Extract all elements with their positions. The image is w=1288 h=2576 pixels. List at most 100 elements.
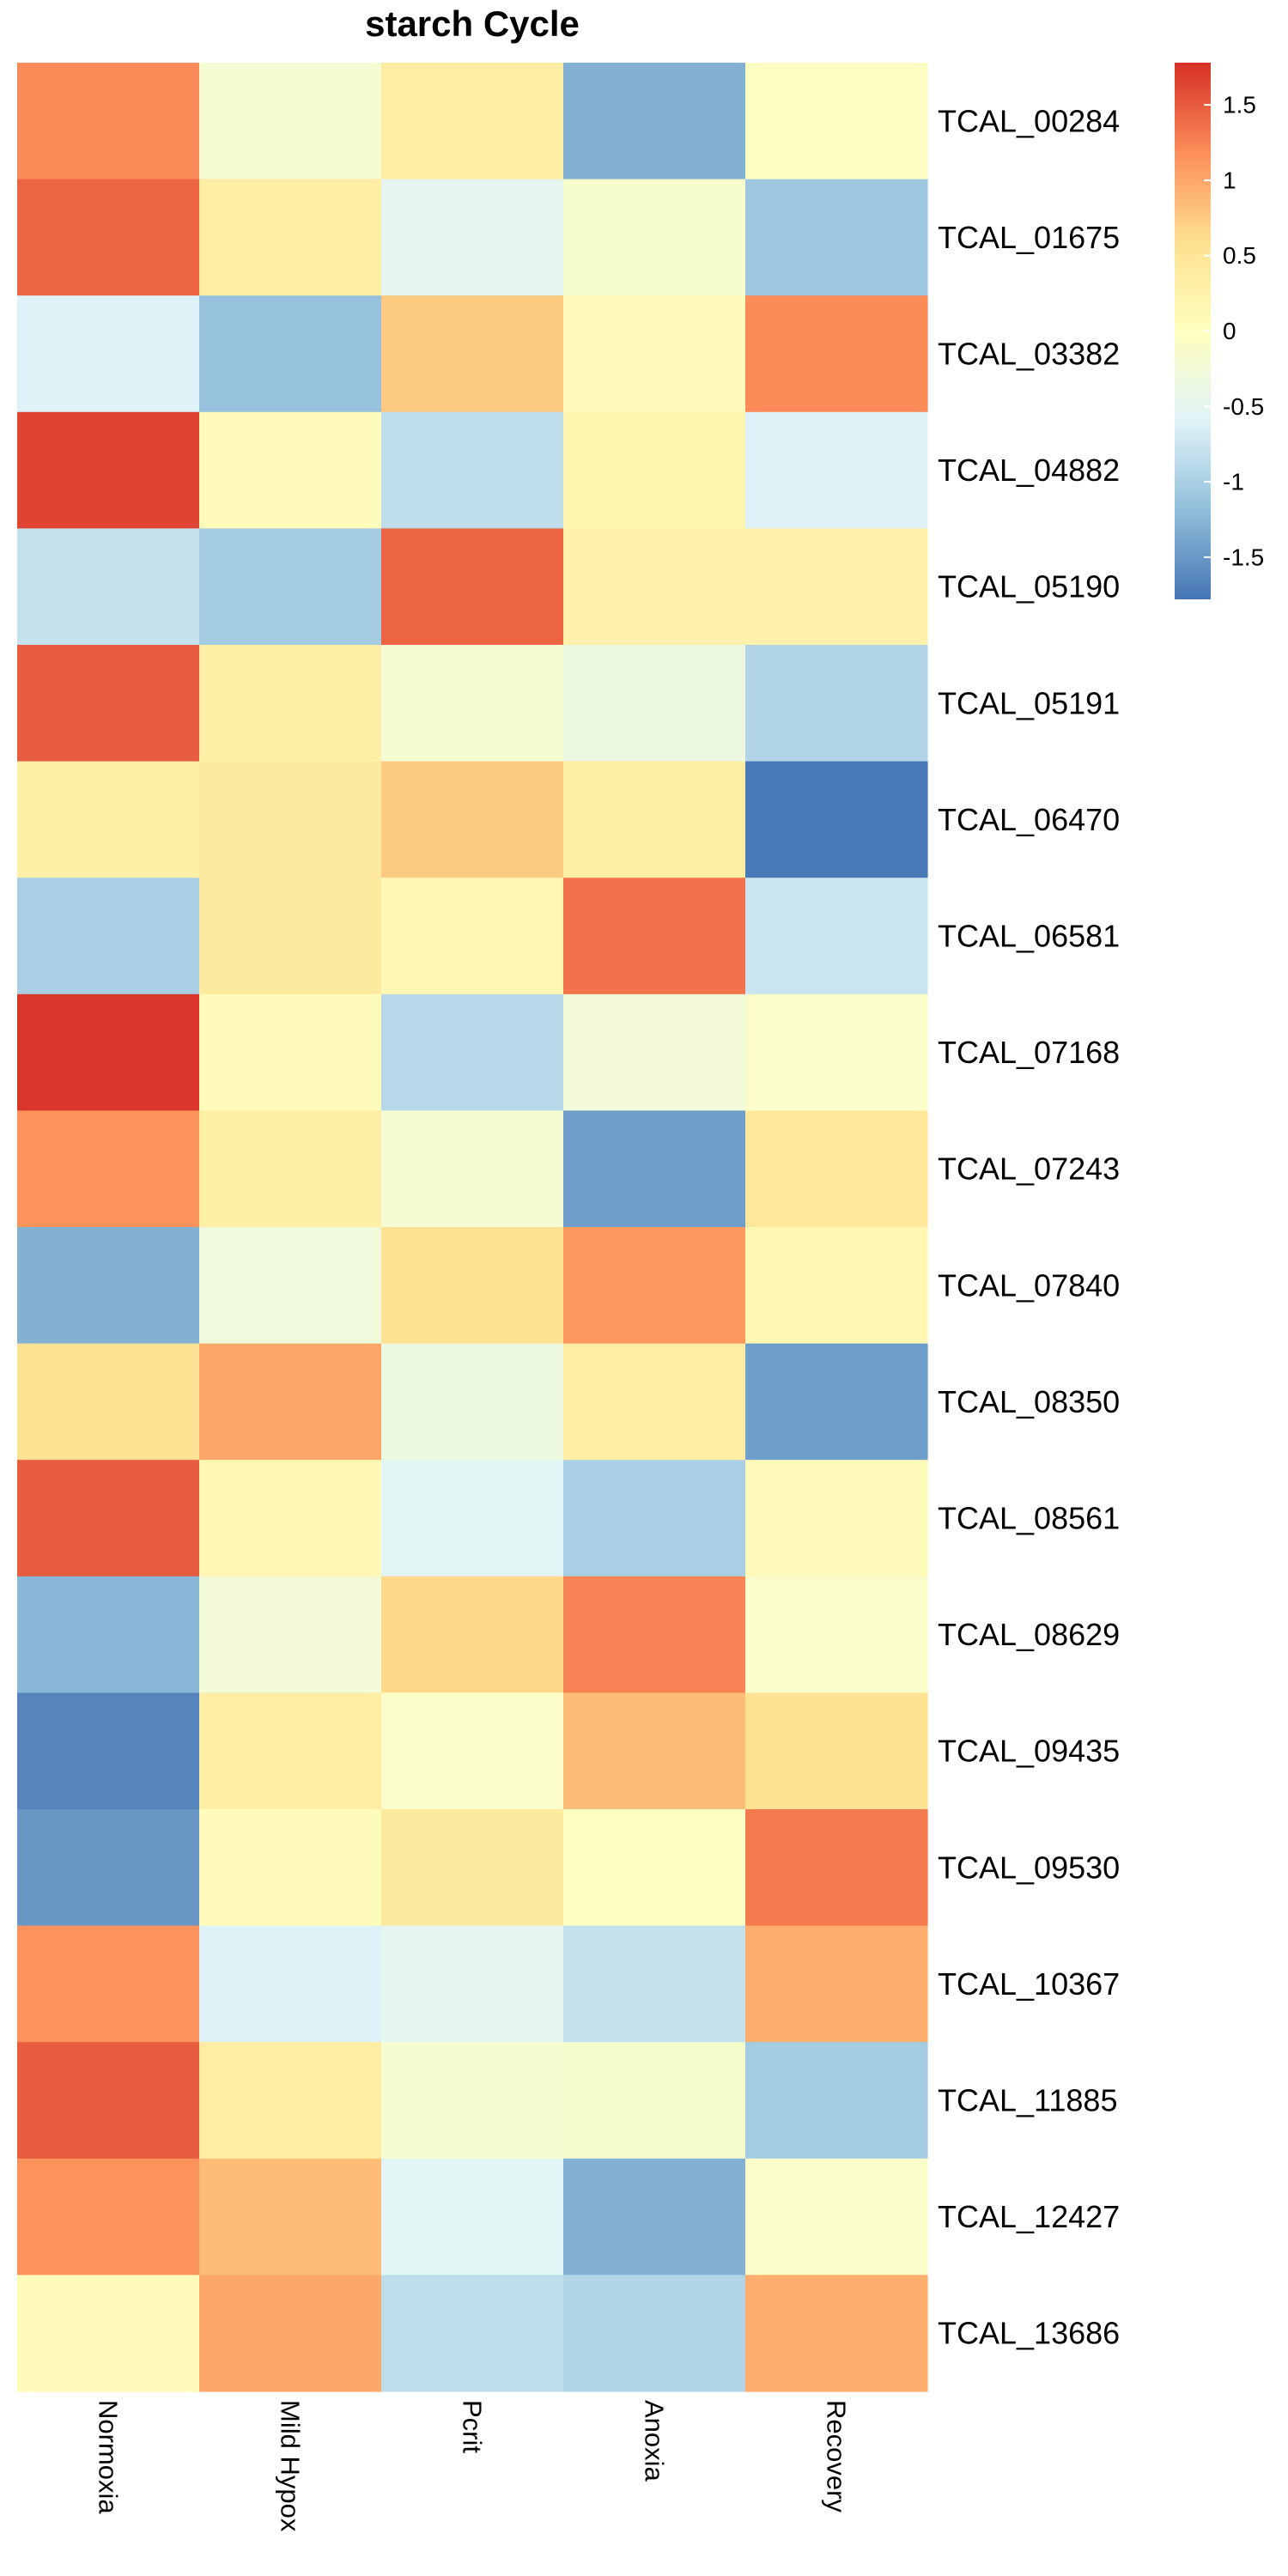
heatmap-cell — [745, 1925, 928, 2043]
colorbar-tick-label: -0.5 — [1223, 393, 1264, 420]
heatmap-cell — [381, 1343, 564, 1461]
heatmap-cell — [199, 1692, 382, 1810]
column-label: Recovery — [822, 2400, 852, 2512]
heatmap-cell — [563, 1576, 746, 1693]
heatmap-cell — [745, 878, 928, 995]
heatmap-cell — [199, 411, 382, 529]
heatmap-cell — [381, 1925, 564, 2043]
heatmap-cell — [199, 1110, 382, 1228]
row-label: TCAL_13686 — [938, 2316, 1120, 2351]
heatmap-cell — [17, 993, 200, 1111]
colorbar-tick-label: 0 — [1223, 318, 1236, 344]
heatmap-cell — [199, 2158, 382, 2275]
column-label: Pcrit — [458, 2400, 488, 2453]
heatmap-cell — [745, 1576, 928, 1693]
row-label: TCAL_06470 — [938, 802, 1120, 837]
chart-title: starch Cycle — [365, 3, 580, 44]
heatmap-cell — [17, 761, 200, 878]
column-label: Mild Hypox — [276, 2400, 306, 2532]
heatmap-cell — [17, 1809, 200, 1927]
heatmap-cell — [199, 1576, 382, 1693]
colorbar-tick-label: 0.5 — [1223, 242, 1256, 269]
row-label: TCAL_05191 — [938, 685, 1120, 720]
heatmap-cell — [563, 179, 746, 296]
heatmap-cell — [199, 1227, 382, 1345]
heatmap-cell — [745, 411, 928, 529]
heatmap-cell — [199, 1809, 382, 1927]
heatmap-cell — [745, 1692, 928, 1810]
heatmap-cell — [381, 1809, 564, 1927]
row-label: TCAL_12427 — [938, 2199, 1120, 2234]
heatmap-cell — [199, 1460, 382, 1577]
heatmap-cell — [17, 2158, 200, 2275]
heatmap-cell — [563, 2275, 746, 2392]
heatmap-cell — [199, 2275, 382, 2392]
heatmap-cell — [563, 1692, 746, 1810]
heatmap-cell — [563, 1809, 746, 1927]
heatmap-cell — [381, 1110, 564, 1228]
colorbar-tick-label: -1 — [1223, 469, 1244, 495]
column-labels: Normoxia Mild Hypox Pcrit Anoxia Recovery — [94, 2400, 852, 2532]
heatmap-cell — [199, 179, 382, 296]
heatmap-cell — [745, 1809, 928, 1927]
row-label: TCAL_05190 — [938, 569, 1120, 605]
row-label: TCAL_08350 — [938, 1384, 1120, 1419]
row-labels: TCAL_00284 TCAL_01675 TCAL_03382 TCAL_04882… — [938, 103, 1120, 2350]
heatmap-cell — [17, 2275, 200, 2392]
colorbar-tick-label: -1.5 — [1223, 544, 1264, 570]
colorbar-ticks: 1.5 1 0.5 0 -0.5 -1 -1.5 — [1204, 92, 1264, 570]
colorbar-tick-label: 1 — [1223, 167, 1236, 193]
heatmap-cell — [199, 645, 382, 762]
row-label: TCAL_00284 — [938, 103, 1120, 138]
heatmap-cell — [745, 761, 928, 878]
heatmap-cell — [563, 411, 746, 529]
heatmap-cell — [381, 1460, 564, 1577]
heatmap-cell — [17, 645, 200, 762]
heatmap-cell — [17, 2042, 200, 2160]
column-label: Anoxia — [640, 2400, 670, 2482]
heatmap-cell — [17, 1576, 200, 1693]
heatmap-cell — [563, 528, 746, 646]
heatmap-cell — [17, 1692, 200, 1810]
heatmap-cell — [17, 1110, 200, 1228]
heatmap-cell — [381, 1692, 564, 1810]
heatmap-cell — [199, 2042, 382, 2160]
heatmap-cell — [745, 1343, 928, 1461]
heatmap-cell — [381, 645, 564, 762]
heatmap-cell — [17, 295, 200, 413]
heatmap-cells — [17, 63, 928, 2392]
row-label: TCAL_03382 — [938, 337, 1120, 372]
row-label: TCAL_08629 — [938, 1617, 1120, 1652]
heatmap-cell — [563, 1460, 746, 1577]
colorbar-tick-label: 1.5 — [1223, 92, 1256, 118]
row-label: TCAL_04882 — [938, 453, 1120, 488]
heatmap-cell — [745, 295, 928, 413]
heatmap-cell — [17, 63, 200, 180]
row-label: TCAL_07168 — [938, 1035, 1120, 1070]
heatmap-cell — [17, 1343, 200, 1461]
heatmap-cell — [199, 1343, 382, 1461]
heatmap-cell — [381, 528, 564, 646]
heatmap-cell — [563, 993, 746, 1111]
row-label: TCAL_09530 — [938, 1850, 1120, 1885]
heatmap-cell — [745, 645, 928, 762]
heatmap-cell — [199, 63, 382, 180]
heatmap-cell — [17, 1460, 200, 1577]
heatmap-cell — [563, 1343, 746, 1461]
heatmap-cell — [563, 1925, 746, 2043]
column-label: Normoxia — [94, 2400, 124, 2514]
heatmap-cell — [745, 1460, 928, 1577]
heatmap-cell — [745, 1110, 928, 1228]
heatmap-cell — [381, 761, 564, 878]
heatmap-cell — [199, 993, 382, 1111]
row-label: TCAL_06581 — [938, 919, 1120, 954]
heatmap-cell — [563, 1110, 746, 1228]
heatmap-cell — [745, 2275, 928, 2392]
heatmap-cell — [563, 761, 746, 878]
heatmap-cell — [563, 295, 746, 413]
heatmap-cell — [381, 1227, 564, 1345]
heatmap-cell — [17, 878, 200, 995]
heatmap-cell — [563, 1227, 746, 1345]
heatmap-cell — [745, 528, 928, 646]
